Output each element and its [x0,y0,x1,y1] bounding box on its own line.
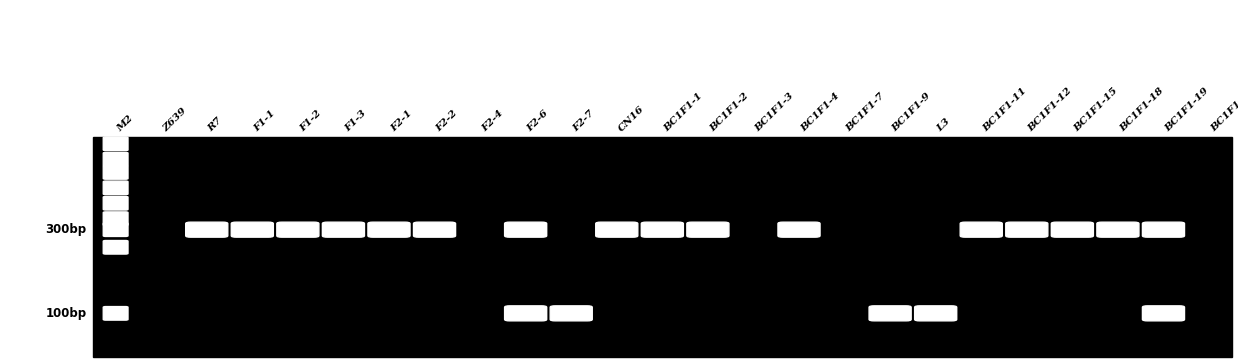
Text: BC1F1-12: BC1F1-12 [1026,86,1075,134]
Text: F1-3: F1-3 [343,109,368,134]
Text: F1-2: F1-2 [298,109,323,134]
Text: 300bp: 300bp [46,223,87,236]
FancyBboxPatch shape [413,222,456,237]
FancyBboxPatch shape [103,306,128,320]
FancyBboxPatch shape [961,222,1003,237]
Text: BC1F1-9: BC1F1-9 [890,91,932,134]
Text: BC1F1-3: BC1F1-3 [754,91,796,134]
FancyBboxPatch shape [277,222,319,237]
Text: 100bp: 100bp [46,307,87,320]
Text: F2-1: F2-1 [389,109,413,134]
FancyBboxPatch shape [103,196,128,210]
Text: BC1F1-1: BC1F1-1 [662,91,704,134]
FancyBboxPatch shape [103,240,128,254]
FancyBboxPatch shape [505,222,547,237]
FancyBboxPatch shape [1051,222,1093,237]
FancyBboxPatch shape [1143,222,1185,237]
FancyBboxPatch shape [641,222,683,237]
FancyBboxPatch shape [322,222,364,237]
Text: F2-6: F2-6 [526,109,551,134]
Bar [93,137,1232,357]
FancyBboxPatch shape [186,222,228,237]
Text: CN16: CN16 [617,104,646,134]
FancyBboxPatch shape [550,306,592,321]
Text: BC1F1-19: BC1F1-19 [1164,86,1211,134]
FancyBboxPatch shape [915,306,957,321]
Text: BC1F1-4: BC1F1-4 [799,91,841,134]
Text: BC1F1-15: BC1F1-15 [1072,86,1119,134]
FancyBboxPatch shape [869,306,911,321]
FancyBboxPatch shape [103,137,128,151]
Text: BC1F1-7: BC1F1-7 [844,91,886,134]
FancyBboxPatch shape [1097,222,1139,237]
FancyBboxPatch shape [103,212,128,225]
FancyBboxPatch shape [687,222,729,237]
Text: BC1F1-2: BC1F1-2 [708,91,750,134]
FancyBboxPatch shape [1005,222,1047,237]
FancyBboxPatch shape [1143,306,1185,321]
FancyBboxPatch shape [505,306,547,321]
FancyBboxPatch shape [103,223,128,236]
Text: F2-2: F2-2 [435,109,459,134]
FancyBboxPatch shape [103,181,128,195]
Text: F2-7: F2-7 [571,109,595,134]
FancyBboxPatch shape [595,222,638,237]
Text: L3: L3 [936,117,952,134]
FancyBboxPatch shape [368,222,410,237]
Text: R7: R7 [207,116,224,134]
FancyBboxPatch shape [103,166,128,179]
Text: Z639: Z639 [161,106,188,134]
Text: F1-1: F1-1 [253,109,277,134]
FancyBboxPatch shape [232,222,274,237]
Text: M2: M2 [115,114,135,134]
Text: F2-4: F2-4 [480,109,505,134]
FancyBboxPatch shape [777,222,820,237]
Text: BC1F1-20: BC1F1-20 [1210,86,1238,134]
Text: BC1F1-18: BC1F1-18 [1118,86,1165,134]
FancyBboxPatch shape [103,152,128,166]
Text: BC1F1-11: BC1F1-11 [982,86,1029,134]
